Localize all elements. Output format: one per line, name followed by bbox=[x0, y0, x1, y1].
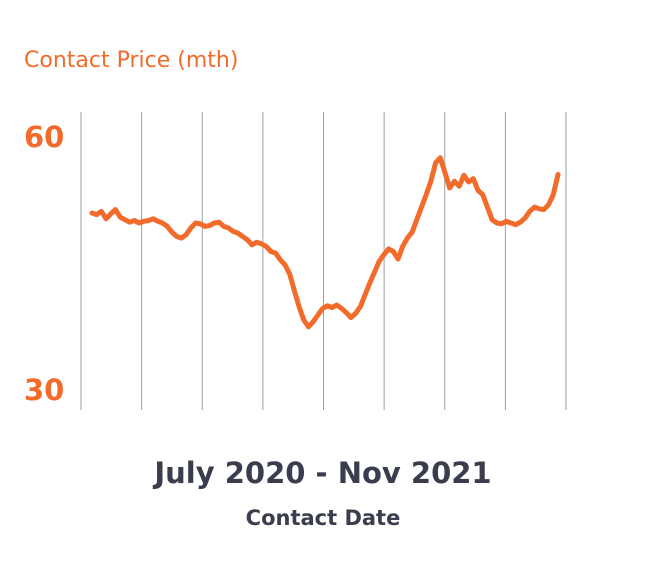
vertical-gridlines bbox=[80, 112, 567, 410]
x-axis-label: Contact Date bbox=[246, 506, 401, 530]
x-axis-range-label: July 2020 - Nov 2021 bbox=[152, 456, 491, 490]
y-tick-label-60: 60 bbox=[24, 120, 64, 154]
series-line bbox=[89, 155, 561, 330]
y-tick-label-30: 30 bbox=[24, 373, 64, 407]
chart-title: Contact Price (mth) bbox=[24, 48, 238, 73]
